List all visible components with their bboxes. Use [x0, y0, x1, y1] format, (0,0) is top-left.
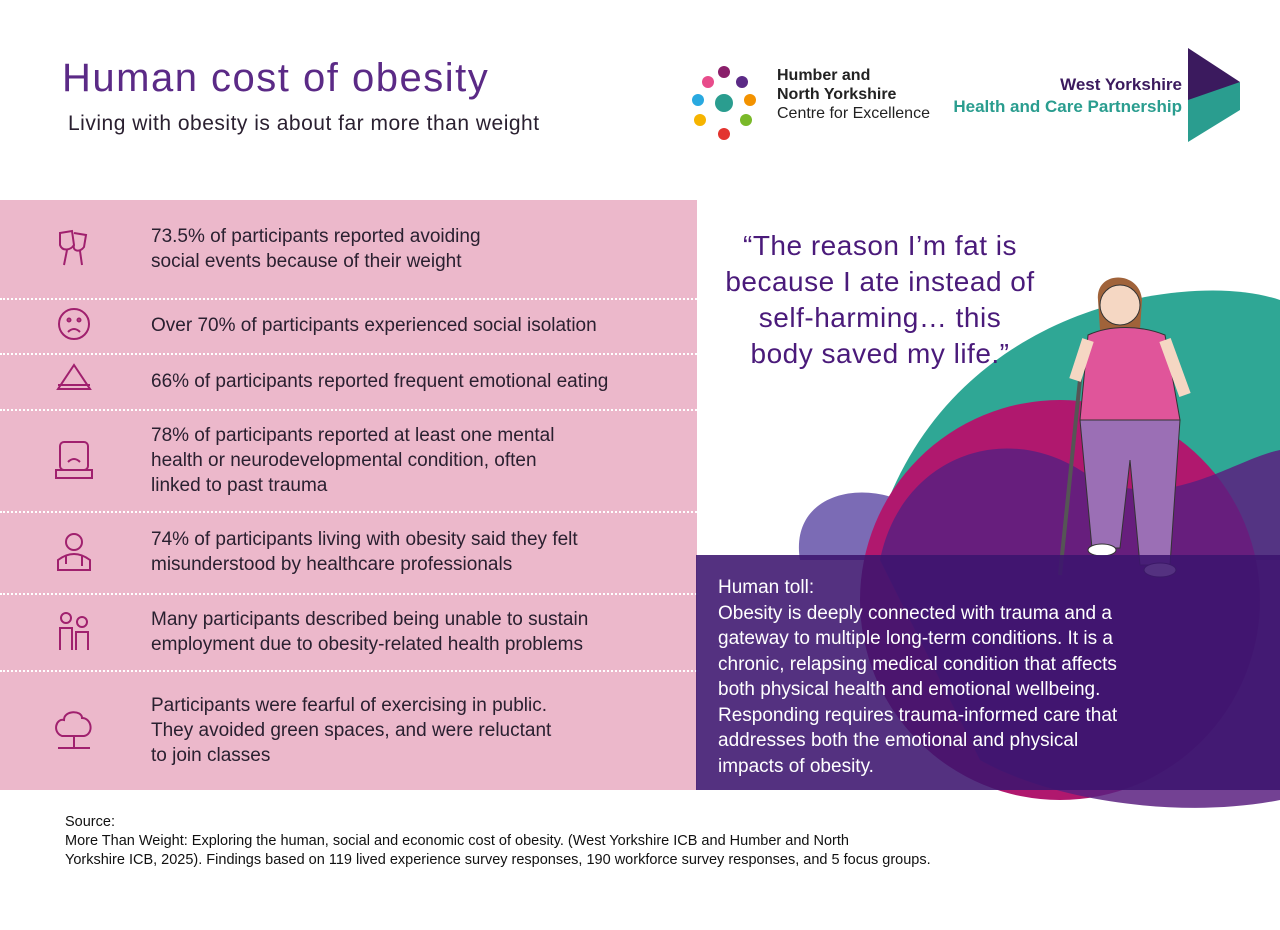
toll-line: Obesity is deeply connected with trauma … — [718, 602, 1112, 624]
finding-line: Many participants described being unable… — [151, 608, 589, 630]
toll-line: chronic, relapsing medical condition tha… — [718, 653, 1117, 675]
finding-icon — [57, 533, 91, 571]
quote-line: “The reason I’m fat is — [743, 230, 1017, 261]
finding-row: 66% of participants reported frequent em… — [0, 353, 697, 409]
icon-part — [65, 533, 83, 551]
separator — [0, 409, 697, 411]
quote: “The reason I’m fat is because I ate inst… — [700, 228, 1060, 372]
finding-icon — [56, 363, 92, 390]
toll-line: gateway to multiple long-term conditions… — [718, 628, 1113, 649]
finding-text: 78% of participants reported at least on… — [151, 423, 554, 498]
findings-panel: 73.5% of participants reported avoiding s… — [0, 200, 697, 790]
logo-line: Centre for Excellence — [777, 105, 930, 122]
icon-part — [60, 611, 72, 624]
source: Source: More Than Weight: Exploring the … — [65, 813, 931, 870]
logo-text: West Yorkshire Health and Care Partnershi… — [938, 74, 1182, 118]
finding-text: Over 70% of participants experienced soc… — [151, 313, 597, 338]
finding-row: 74% of participants living with obesity … — [0, 511, 697, 593]
finding-text: 73.5% of participants reported avoiding s… — [151, 224, 481, 274]
icon-part — [67, 327, 81, 333]
separator — [0, 298, 697, 300]
icon-part — [59, 229, 88, 252]
wy-logo — [1188, 48, 1240, 142]
logo-line: North Yorkshire — [777, 86, 897, 103]
finding-row: Participants were fearful of exercising … — [0, 670, 697, 790]
separator — [0, 593, 697, 595]
toll-box: Human toll: Obesity is deeply connected … — [696, 555, 1280, 790]
finding-line: health or neurodevelopmental condition, … — [151, 449, 537, 471]
source-line: Yorkshire ICB, 2025). Findings based on … — [65, 852, 931, 868]
finding-text: Participants were fearful of exercising … — [151, 693, 551, 768]
finding-line: 78% of participants reported at least on… — [151, 424, 555, 446]
toll-heading: Human toll: — [718, 577, 815, 598]
icon-part — [63, 249, 68, 266]
finding-line: Over 70% of participants experienced soc… — [151, 315, 597, 336]
icon-part — [76, 615, 88, 628]
icon-part — [67, 458, 81, 463]
separator — [0, 353, 697, 355]
finding-icon — [55, 441, 93, 479]
icon-part — [76, 317, 82, 322]
icon-part — [65, 556, 83, 566]
quote-line: self-harming… this — [758, 302, 1002, 333]
icon-part — [66, 317, 72, 322]
finding-row: 73.5% of participants reported avoiding s… — [0, 200, 697, 298]
finding-icon — [58, 307, 90, 340]
finding-row: Many participants described being unable… — [0, 593, 697, 670]
finding-icon — [55, 711, 92, 749]
logo-text: Humber and North Yorkshire Centre for Exce… — [777, 66, 930, 123]
title: Human cost of obesity — [62, 56, 490, 100]
finding-line: social events because of their weight — [151, 251, 462, 272]
toll-text: Human toll: Obesity is deeply connected … — [718, 575, 1117, 779]
logo-mark — [692, 66, 756, 140]
source-line: More Than Weight: Exploring the human, s… — [65, 833, 849, 849]
finding-text: 66% of participants reported frequent em… — [151, 369, 608, 394]
finding-line: misunderstood by healthcare professional… — [151, 554, 513, 575]
icon-part — [79, 250, 83, 266]
source-heading: Source: — [65, 814, 115, 830]
icon-part — [57, 553, 91, 571]
icon-part — [58, 307, 90, 340]
separator — [0, 670, 697, 672]
icon-part — [58, 736, 90, 749]
icon-part — [55, 711, 92, 737]
logo-line: West Yorkshire — [1060, 75, 1182, 94]
quote-line: because I ate instead of — [725, 266, 1035, 297]
toll-line: both physical health and emotional wellb… — [718, 679, 1101, 700]
finding-row: 78% of participants reported at least on… — [0, 409, 697, 511]
separator — [0, 511, 697, 513]
finding-text: Many participants described being unable… — [151, 607, 588, 657]
icon-part — [59, 441, 89, 471]
finding-line: 74% of participants living with obesity … — [151, 529, 578, 550]
subtitle: Living with obesity is about far more th… — [68, 112, 540, 135]
finding-line: employment due to obesity-related health… — [151, 633, 583, 655]
finding-icon — [59, 611, 89, 650]
toll-line: impacts of obesity. — [718, 755, 874, 777]
finding-line: linked to past trauma — [151, 474, 328, 496]
finding-icon — [59, 229, 88, 266]
finding-line: Participants were fearful of exercising … — [151, 694, 548, 716]
icon-part — [59, 626, 89, 650]
finding-text: 74% of participants living with obesity … — [151, 527, 578, 577]
finding-line: They avoided green spaces, and were relu… — [151, 719, 552, 741]
logo-line: Humber and — [777, 67, 871, 84]
icon-part — [56, 363, 92, 390]
logo-line: Health and Care Partnership — [953, 97, 1182, 116]
toll-line: addresses both the emotional and physica… — [718, 730, 1079, 751]
finding-row: Over 70% of participants experienced soc… — [0, 298, 697, 353]
toll-line: Responding requires trauma-informed care… — [718, 704, 1118, 726]
finding-line: 73.5% of participants reported avoiding — [151, 226, 481, 247]
quote-line: body saved my life.” — [750, 338, 1010, 369]
finding-line: 66% of participants reported frequent em… — [151, 370, 609, 392]
finding-line: to join classes — [151, 744, 271, 766]
icon-part — [55, 469, 93, 479]
